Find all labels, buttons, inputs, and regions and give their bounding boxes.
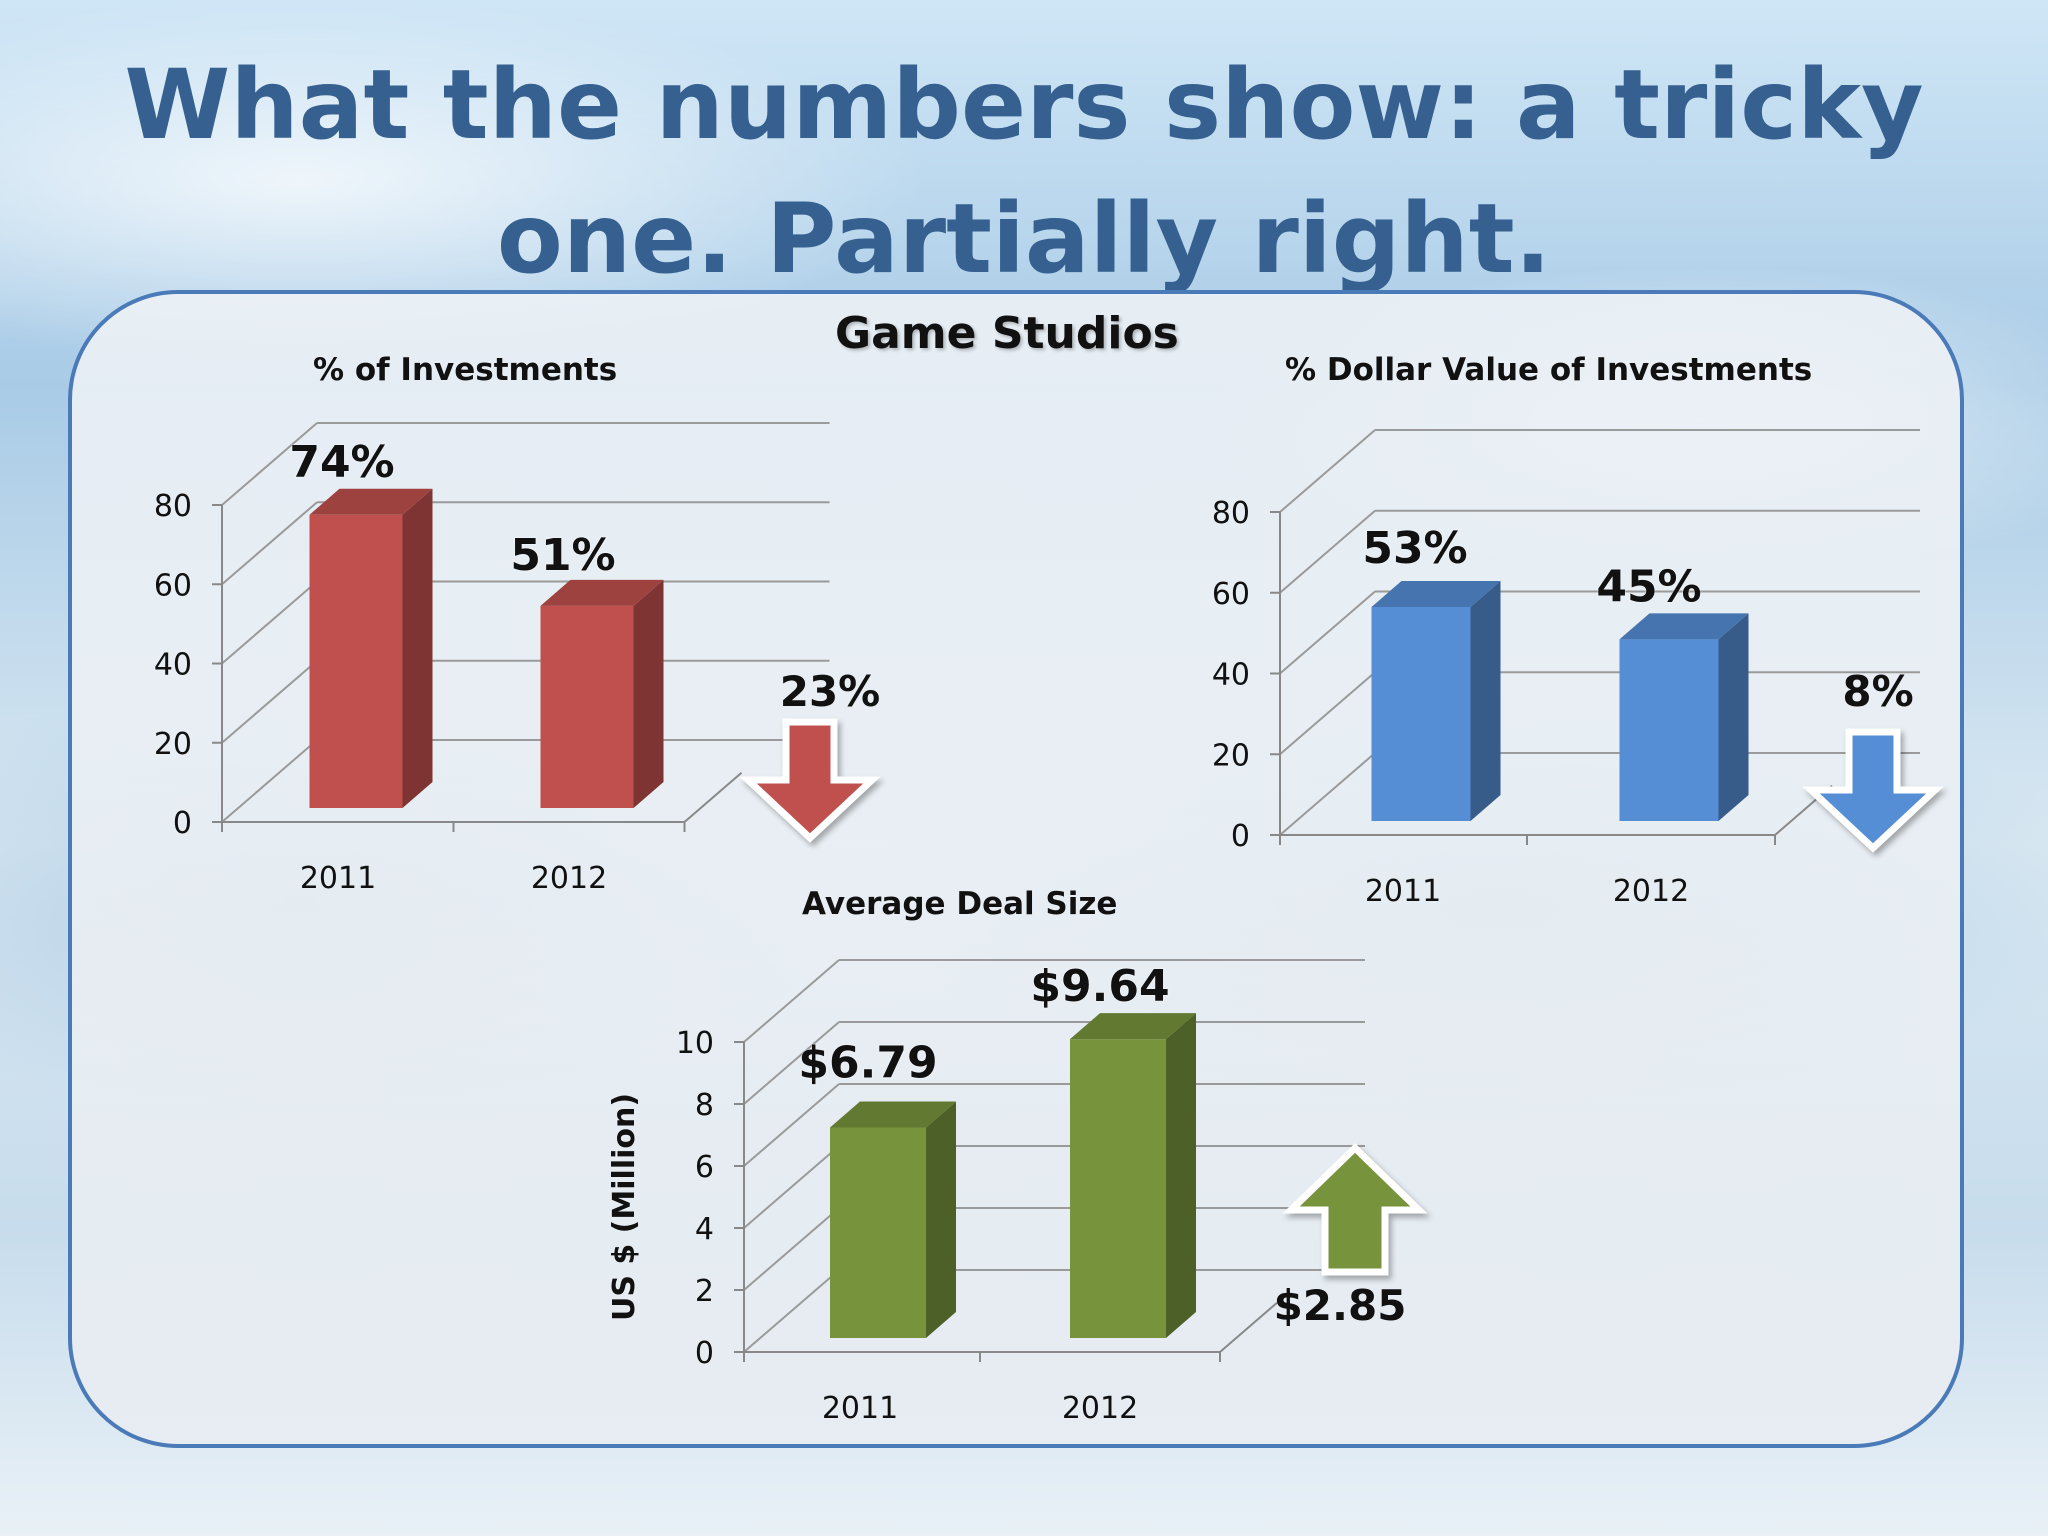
y-tick-label: 2: [695, 1274, 714, 1309]
data-label: 74%: [289, 437, 394, 488]
side-gridline: [221, 422, 318, 506]
bar-side: [1470, 581, 1501, 821]
chart-title-dollar-value: % Dollar Value of Investments: [1285, 352, 1813, 388]
side-gridline: [221, 739, 318, 823]
y-tick-label: 6: [695, 1150, 714, 1185]
change-label: 23%: [780, 667, 881, 716]
bar-2012: $9.64: [1029, 960, 1196, 1338]
bar-top: [540, 579, 664, 606]
change-label: $2.85: [1274, 1281, 1407, 1330]
x-tick-label: 2011: [300, 861, 376, 896]
content-panel: [68, 290, 1964, 1448]
arrow-down-icon: [739, 718, 881, 843]
bar-front: [1619, 639, 1719, 821]
bar-top: [1619, 613, 1749, 640]
y-tick-label: 20: [1212, 738, 1250, 773]
bar-2012: 45%: [1595, 560, 1749, 821]
bar-2011: $6.79: [797, 1037, 956, 1338]
y-tick-label: 80: [1212, 496, 1250, 531]
side-gridline: [1279, 671, 1376, 756]
data-label: 45%: [1596, 561, 1701, 612]
change-label: 8%: [1842, 667, 1913, 716]
data-label: $9.64: [1030, 961, 1169, 1012]
data-label: $6.79: [798, 1038, 937, 1089]
x-tick-label: 2011: [1365, 874, 1441, 909]
chart-title-deal-size: Average Deal Size: [802, 886, 1118, 922]
bar-2011: 74%: [288, 436, 433, 808]
side-gridline: [1279, 509, 1376, 594]
arrow-down-icon: [1802, 728, 1944, 853]
bar-side: [926, 1101, 956, 1338]
data-label: 51%: [510, 530, 615, 581]
y-tick-label: 0: [1231, 819, 1250, 854]
bar-front: [309, 514, 403, 808]
slide-title: What the numbers show: a tricky one. Par…: [124, 49, 1924, 295]
chart-title-investments: % of Investments: [313, 352, 618, 388]
y-tick-label: 20: [154, 727, 192, 762]
bar-side: [1166, 1013, 1196, 1338]
bar-side: [402, 488, 433, 808]
bar-side: [1718, 613, 1749, 821]
floor-edge: [1219, 1302, 1278, 1353]
chart-2: 0 20 40 60 80 53% 2011 45% 2012 8%: [1212, 429, 1944, 909]
data-label: 53%: [1362, 523, 1467, 574]
y-tick-label: 60: [1212, 577, 1250, 612]
side-gridline: [221, 580, 318, 665]
arrow-up-icon: [1282, 1143, 1428, 1276]
side-gridline: [221, 659, 318, 744]
y-tick-label: 80: [154, 489, 192, 524]
side-gridline: [743, 1269, 840, 1353]
bar-front: [1070, 1039, 1166, 1338]
y-tick-label: 0: [695, 1336, 714, 1371]
x-tick-label: 2011: [822, 1391, 898, 1426]
y-tick-label: 10: [676, 1026, 714, 1061]
bar-side: [633, 579, 664, 808]
chart-1: 0 20 40 60 80 74% 2011 51% 2012 23%: [154, 422, 881, 896]
bar-2011: 53%: [1361, 522, 1501, 821]
bar-top: [1371, 581, 1501, 608]
x-tick-label: 2012: [1613, 874, 1689, 909]
side-gridline: [743, 1145, 840, 1229]
y-axis-title: US $ (Million): [607, 1093, 642, 1321]
bar-top: [830, 1101, 956, 1128]
bar-front: [830, 1127, 926, 1338]
y-tick-label: 40: [154, 648, 192, 683]
y-tick-label: 8: [695, 1088, 714, 1123]
chart-3: 0 2 4 6 8 10 $6.79 2011 $9.64 2012 US $ (Million) $…: [607, 959, 1428, 1426]
bar-top: [1070, 1013, 1196, 1040]
side-gridline: [743, 1083, 840, 1167]
x-tick-label: 2012: [531, 861, 607, 896]
side-gridline: [221, 501, 318, 586]
side-gridline: [743, 1021, 840, 1105]
floor-edge: [683, 772, 743, 823]
x-tick-label: 2012: [1062, 1391, 1138, 1426]
side-gridline: [743, 1207, 840, 1291]
side-gridline: [1279, 429, 1376, 513]
side-gridline: [743, 959, 840, 1043]
side-gridline: [1279, 590, 1376, 675]
bar-front: [540, 605, 634, 808]
group-heading: Game Studios: [835, 308, 1179, 359]
y-tick-label: 4: [695, 1212, 714, 1247]
side-gridline: [1279, 752, 1376, 836]
bar-front: [1371, 607, 1471, 821]
y-tick-label: 40: [1212, 658, 1250, 693]
bar-top: [309, 488, 433, 515]
y-tick-label: 60: [154, 568, 192, 603]
bar-2012: 51%: [509, 529, 664, 808]
y-tick-label: 0: [173, 806, 192, 841]
